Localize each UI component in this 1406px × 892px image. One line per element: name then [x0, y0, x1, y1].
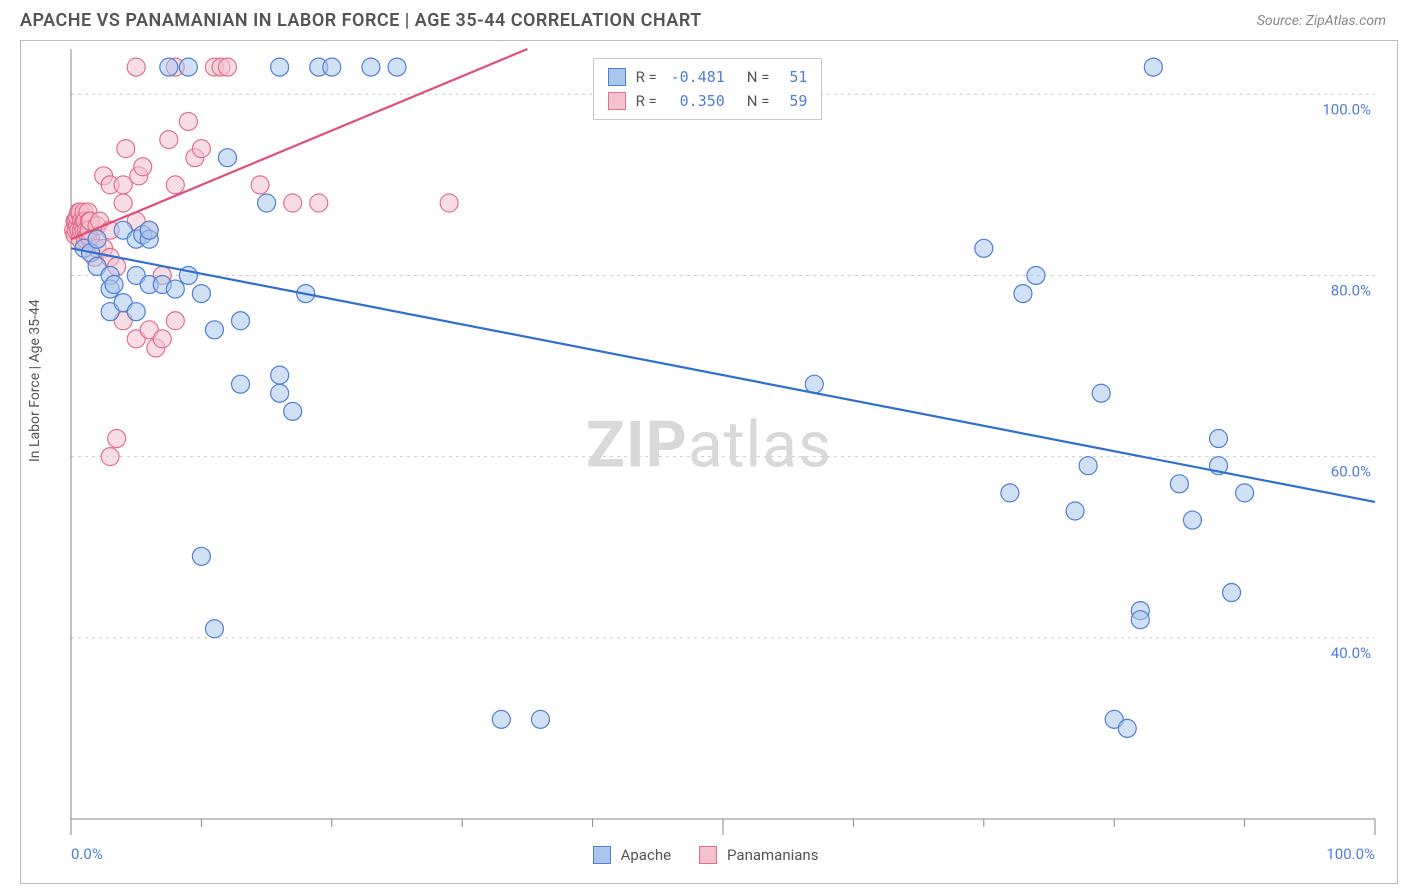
data-point: [166, 176, 184, 194]
data-point: [1118, 719, 1136, 737]
data-point: [1066, 502, 1084, 520]
stats-legend-row: R = 0.350 N = 59: [608, 89, 808, 113]
data-point: [134, 158, 152, 176]
series-legend-label: Panamanians: [727, 843, 818, 867]
legend-swatch: [699, 846, 717, 864]
data-point: [1183, 511, 1201, 529]
data-point: [232, 375, 250, 393]
data-point: [1223, 584, 1241, 602]
data-point: [166, 312, 184, 330]
data-point: [440, 194, 458, 212]
legend-r-value: 0.350: [667, 89, 725, 113]
data-point: [258, 194, 276, 212]
data-point: [1092, 384, 1110, 402]
chart-header: APACHE VS PANAMANIAN IN LABOR FORCE | AG…: [0, 0, 1406, 37]
legend-r-value: -0.481: [667, 65, 725, 89]
data-point: [284, 194, 302, 212]
data-point: [108, 430, 126, 448]
series-legend-label: Apache: [621, 843, 671, 867]
data-point: [232, 312, 250, 330]
data-point: [1014, 285, 1032, 303]
data-point: [127, 58, 145, 76]
data-point: [1236, 484, 1254, 502]
y-axis-label: In Labor Force | Age 35-44: [27, 299, 43, 462]
data-point: [160, 131, 178, 149]
legend-r-label: R =: [636, 89, 657, 113]
y-tick-label: 60.0%: [1331, 463, 1371, 481]
data-point: [179, 58, 197, 76]
data-point: [105, 276, 123, 294]
data-point: [271, 384, 289, 402]
data-point: [218, 149, 236, 167]
data-point: [388, 58, 406, 76]
legend-n-value: 59: [779, 89, 807, 113]
x-tick-label: 0.0%: [71, 845, 103, 863]
data-point: [271, 366, 289, 384]
regression-line: [71, 49, 527, 239]
data-point: [805, 375, 823, 393]
y-tick-label: 40.0%: [1331, 644, 1371, 662]
data-point: [205, 620, 223, 638]
series-legend-item: Panamanians: [699, 843, 818, 867]
data-point: [975, 239, 993, 257]
chart-source: Source: ZipAtlas.com: [1257, 13, 1386, 29]
data-point: [323, 58, 341, 76]
data-point: [310, 194, 328, 212]
data-point: [531, 710, 549, 728]
y-tick-label: 100.0%: [1322, 100, 1371, 118]
data-point: [492, 710, 510, 728]
data-point: [1210, 430, 1228, 448]
data-point: [192, 547, 210, 565]
stats-legend-row: R = -0.481 N = 51: [608, 65, 808, 89]
legend-swatch: [608, 68, 626, 86]
legend-r-label: R =: [636, 65, 657, 89]
legend-n-label: N =: [747, 89, 770, 113]
x-tick-label: 100.0%: [1326, 845, 1375, 863]
data-point: [101, 448, 119, 466]
legend-swatch: [593, 846, 611, 864]
data-point: [251, 176, 269, 194]
data-point: [205, 321, 223, 339]
scatter-plot: 40.0% 60.0% 80.0% 100.0% 0.0% 100.0%: [21, 41, 1399, 885]
data-point: [114, 176, 132, 194]
data-point: [284, 402, 302, 420]
data-point: [160, 58, 178, 76]
data-point: [1144, 58, 1162, 76]
series-legend-item: Apache: [593, 843, 671, 867]
chart-title: APACHE VS PANAMANIAN IN LABOR FORCE | AG…: [20, 10, 702, 31]
data-point: [1027, 266, 1045, 284]
data-point: [192, 140, 210, 158]
data-point: [140, 221, 158, 239]
data-point: [1001, 484, 1019, 502]
data-point: [271, 58, 289, 76]
data-point: [114, 194, 132, 212]
data-point: [192, 285, 210, 303]
chart-container: In Labor Force | Age 35-44 ZIPatlas 40.0…: [20, 40, 1398, 884]
data-point: [362, 58, 380, 76]
data-point: [88, 230, 106, 248]
legend-n-value: 51: [779, 65, 807, 89]
y-tick-label: 80.0%: [1331, 281, 1371, 299]
data-point: [127, 303, 145, 321]
series-legend: Apache Panamanians: [593, 843, 819, 867]
data-point: [1170, 475, 1188, 493]
data-point: [1079, 457, 1097, 475]
data-point: [153, 330, 171, 348]
legend-n-label: N =: [747, 65, 770, 89]
data-point: [1131, 611, 1149, 629]
data-point: [179, 112, 197, 130]
data-point: [166, 280, 184, 298]
data-point: [117, 140, 135, 158]
legend-swatch: [608, 92, 626, 110]
regression-line: [71, 248, 1375, 502]
data-point: [218, 58, 236, 76]
stats-legend: R = -0.481 N = 51 R = 0.350 N = 59: [593, 58, 823, 120]
